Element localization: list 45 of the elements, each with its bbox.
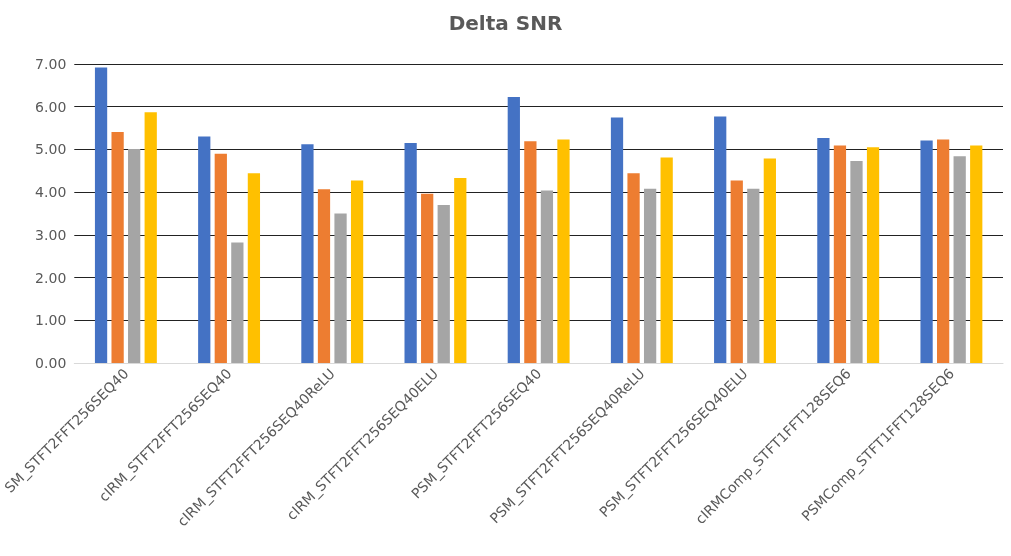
bar [970,145,983,363]
bar [524,141,537,363]
bar [763,158,776,363]
bar [937,139,950,363]
bar [507,96,520,363]
bar [850,160,863,363]
bar [111,131,124,363]
bar [454,178,467,363]
bar [334,213,347,363]
bar [610,117,624,363]
bar [557,139,570,363]
y-tick-label: 1.00 [35,312,67,329]
bar [144,112,157,363]
bar [128,149,141,363]
bar [833,145,847,363]
y-tick-label: 4.00 [35,184,67,201]
bar [350,180,364,363]
bar [817,137,830,363]
y-tick-label: 0.00 [35,355,67,371]
bar [231,242,244,363]
bar [953,156,966,363]
bar [198,136,211,363]
bar [747,188,760,363]
bar [866,147,880,363]
bar [214,153,227,363]
bar [540,190,554,363]
bar [660,157,673,363]
bar [714,116,727,363]
bar [643,188,657,363]
bar [437,204,450,363]
bar [404,143,417,363]
y-tick-label: 2.00 [35,269,67,286]
bar [730,180,743,363]
y-tick-label: 3.00 [35,226,67,243]
chart-title: Delta SNR [448,11,563,35]
y-tick-label: 7.00 [35,56,67,72]
y-tick-label: 5.00 [35,141,67,158]
bar [317,189,331,363]
y-tick-label: 6.00 [35,98,67,115]
bar [421,193,434,363]
bar [301,144,314,363]
bar [94,67,108,363]
bar [247,173,261,363]
bar [920,140,933,363]
bar [627,173,640,363]
